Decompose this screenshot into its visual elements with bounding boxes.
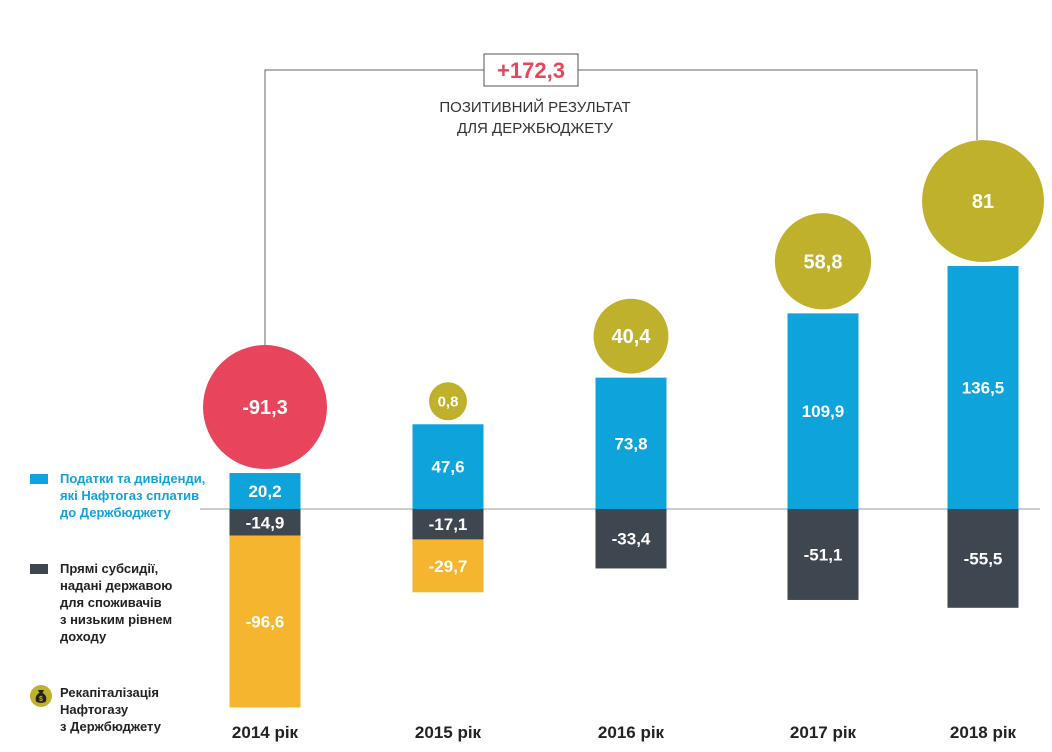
net-result-bubble-4 [774, 213, 872, 310]
bar-label-taxes-2: 47,6 [431, 458, 464, 477]
annotation-value: +172,3 [497, 58, 565, 83]
bar-subsidies-1 [229, 509, 301, 536]
bar-taxes-4 [787, 313, 859, 509]
net-result-bubble-2 [429, 382, 467, 421]
legend-label-recapitalization: Рекапіталізація Нафтогазу з Держбюджету [60, 685, 161, 734]
category-label-3: 2016 рік [598, 723, 665, 742]
bar-taxes-2 [412, 424, 484, 509]
bar-label-subsidies-1: -14,9 [246, 513, 285, 532]
bar-label-recapitalization-2: -29,7 [429, 557, 468, 576]
bar-label-taxes-5: 136,5 [962, 379, 1005, 398]
legend-swatch-subsidies [30, 564, 48, 574]
net-result-label-4: 58,8 [804, 251, 843, 273]
bar-label-subsidies-3: -33,4 [612, 530, 651, 549]
bar-label-taxes-4: 109,9 [802, 402, 845, 421]
bar-subsidies-4 [787, 509, 859, 600]
legend-item-taxes: Податки та дивіденди, які Нафтогаз сплат… [30, 470, 205, 521]
legend-item-subsidies: Прямі субсидії, надані державою для спож… [30, 560, 172, 645]
bar-recapitalization-1 [229, 535, 301, 708]
category-label-5: 2018 рік [950, 723, 1017, 742]
bar-label-subsidies-4: -51,1 [804, 545, 843, 564]
category-label-4: 2017 рік [790, 723, 857, 742]
net-result-label-3: 40,4 [612, 326, 652, 348]
legend-item-recapitalization: $ Рекапіталізація Нафтогазу з Держбюджет… [30, 684, 161, 735]
net-result-label-2: 0,8 [438, 393, 459, 410]
legend-label-subsidies: Прямі субсидії, надані державою для спож… [60, 561, 173, 644]
bar-subsidies-3 [595, 509, 667, 569]
category-label-2: 2015 рік [415, 723, 482, 742]
bar-label-recapitalization-1: -96,6 [246, 612, 285, 631]
money-bag-icon: $ [30, 684, 52, 708]
bar-label-subsidies-2: -17,1 [429, 515, 468, 534]
bar-subsidies-2 [412, 509, 484, 540]
category-label-1: 2014 рік [232, 723, 299, 742]
bar-taxes-5 [947, 266, 1019, 509]
net-result-bubble-1 [203, 345, 327, 470]
bar-taxes-1 [229, 473, 301, 509]
net-result-label-5: 81 [972, 191, 994, 213]
net-result-bubble-3 [593, 298, 669, 374]
bar-label-taxes-1: 20,2 [248, 482, 281, 501]
annotation-value-box [483, 53, 579, 87]
legend-swatch-taxes [30, 474, 48, 484]
legend-label-taxes: Податки та дивіденди, які Нафтогаз сплат… [60, 471, 206, 520]
annotation-text-line1: ПОЗИТИВНИЙ РЕЗУЛЬТАТ [439, 98, 630, 116]
bar-taxes-3 [595, 377, 667, 509]
bar-label-taxes-3: 73,8 [614, 434, 647, 453]
net-result-label-1: -91,3 [242, 397, 288, 419]
bar-subsidies-5 [947, 509, 1019, 608]
svg-text:$: $ [39, 696, 43, 703]
bar-recapitalization-2 [412, 539, 484, 593]
bar-label-subsidies-5: -55,5 [964, 549, 1003, 568]
net-result-bubble-5 [922, 140, 1044, 263]
positive-result-annotation: +172,3 ПОЗИТИВНИЙ РЕЗУЛЬТАТ ДЛЯ ДЕРЖБЮДЖ… [264, 53, 978, 346]
annotation-bracket [264, 69, 978, 346]
annotation-text-line2: ДЛЯ ДЕРЖБЮДЖЕТУ [457, 120, 613, 137]
